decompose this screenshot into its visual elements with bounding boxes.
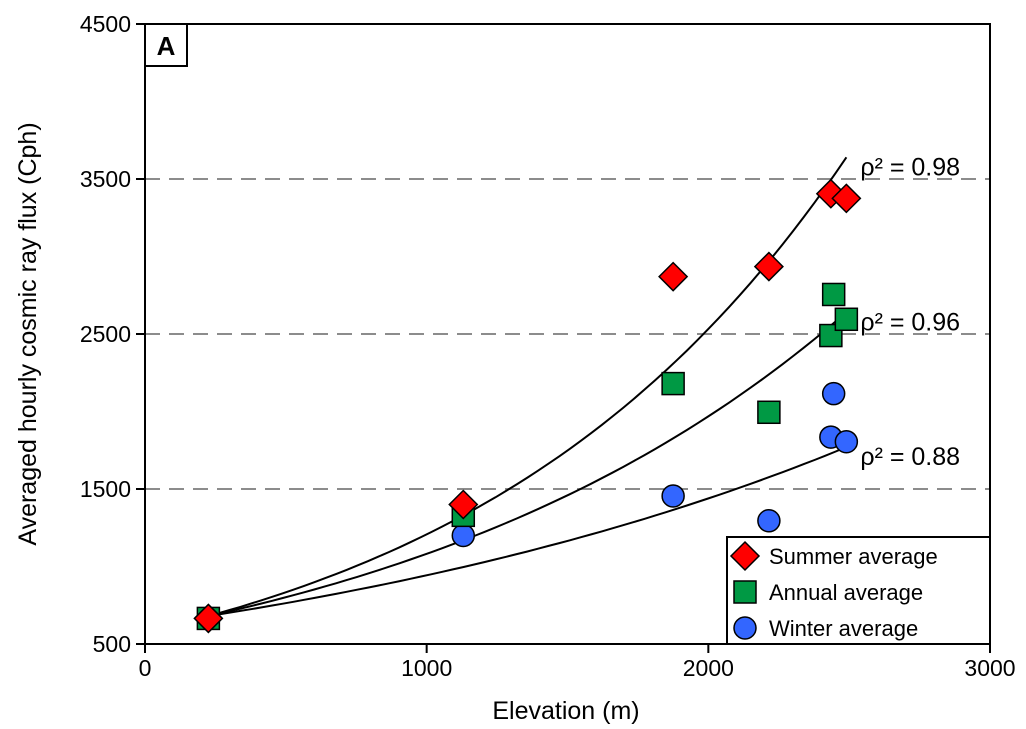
panel-label-box: A	[144, 23, 188, 67]
x-tick-label: 0	[139, 655, 152, 681]
x-tick-label: 3000	[964, 655, 1015, 681]
x-tick-label: 2000	[683, 655, 734, 681]
circle-point	[451, 523, 476, 548]
grid-lines	[145, 178, 990, 490]
x-axis-title: Elevation (m)	[492, 697, 639, 725]
diamond-point	[658, 261, 689, 292]
legend-diamond-icon	[729, 540, 761, 572]
legend-square-icon	[733, 580, 757, 604]
circle-point	[821, 381, 846, 406]
legend-circle-icon	[733, 616, 757, 640]
diamond-point	[448, 489, 479, 520]
fit-curve	[208, 446, 847, 618]
square-point	[834, 307, 859, 332]
legend: Summer average Annual average Winter avera…	[726, 536, 991, 645]
y-tick-label: 1500	[80, 476, 131, 502]
data-points	[193, 178, 862, 634]
y-tick-label: 3500	[80, 166, 131, 192]
square-point	[757, 400, 781, 425]
fit-r2-label: ρ² = 0.88	[860, 443, 960, 471]
circle-point	[834, 429, 859, 454]
fit-r2-label: ρ² = 0.98	[860, 153, 960, 181]
circle-point	[757, 509, 781, 533]
diamond-point	[753, 251, 784, 282]
fit-r2-label: ρ² = 0.96	[860, 308, 960, 336]
panel-label-frame	[144, 23, 188, 67]
fit-curve	[208, 311, 848, 618]
fit-labels: ρ² = 0.98 ρ² = 0.96 ρ² = 0.88	[860, 153, 960, 471]
axis-ticks: 0 1000 2000 3000 500 1500 2500 3500 4500	[80, 11, 1016, 681]
legend-label: Annual average	[769, 580, 923, 605]
circle-point	[661, 484, 685, 508]
diamond-point	[831, 183, 862, 214]
diamond-point	[193, 603, 224, 634]
square-point	[821, 282, 846, 307]
fit-curves	[208, 156, 848, 618]
legend-label: Winter average	[769, 616, 918, 641]
legend-label: Summer average	[769, 544, 938, 569]
panel-label: A	[157, 31, 176, 61]
x-tick-label: 1000	[401, 655, 452, 681]
legend-frame	[726, 536, 991, 645]
y-tick-label: 2500	[80, 321, 131, 347]
y-axis-title: Averaged hourly cosmic ray flux (Cph)	[14, 122, 42, 545]
y-tick-label: 500	[93, 631, 131, 657]
y-tick-label: 4500	[80, 11, 131, 37]
square-point	[661, 371, 685, 396]
fit-curve	[208, 156, 848, 618]
